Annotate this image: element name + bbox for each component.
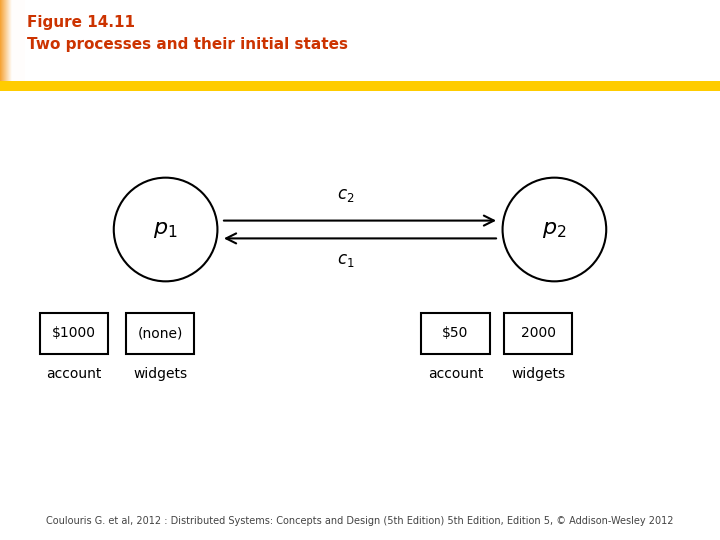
Bar	[9, 0, 22, 84]
Bar	[8, 0, 22, 84]
Bar	[1, 0, 14, 84]
Bar	[12, 0, 25, 84]
Ellipse shape	[503, 178, 606, 281]
Bar	[8, 0, 22, 84]
Bar	[0, 81, 720, 91]
Text: 2000: 2000	[521, 327, 556, 340]
Bar	[4, 0, 18, 84]
Text: Coulouris G. et al, 2012 : Distributed Systems: Concepts and Design (5th Edition: Coulouris G. et al, 2012 : Distributed S…	[46, 516, 674, 526]
Bar	[12, 0, 24, 84]
Bar	[421, 313, 490, 354]
Bar	[6, 0, 19, 84]
Bar	[1, 0, 14, 84]
Bar	[4, 0, 18, 84]
Bar	[8, 0, 22, 84]
Bar	[11, 0, 24, 84]
Bar	[4, 0, 17, 84]
Bar	[12, 0, 25, 84]
Bar	[126, 313, 194, 354]
Text: $c_1$: $c_1$	[337, 252, 354, 269]
Bar	[6, 0, 19, 84]
Text: widgets: widgets	[133, 367, 187, 381]
Bar	[11, 0, 24, 84]
Text: $50: $50	[442, 327, 469, 340]
Text: Figure 14.11: Figure 14.11	[27, 15, 135, 30]
Bar	[3, 0, 17, 84]
Bar	[1, 0, 14, 84]
Bar	[1, 0, 14, 84]
Text: $p_1$: $p_1$	[153, 219, 178, 240]
Bar	[6, 0, 19, 84]
Bar	[6, 0, 19, 84]
Text: account: account	[46, 367, 102, 381]
Bar	[1, 0, 15, 84]
Bar	[5, 0, 18, 84]
Bar	[504, 313, 572, 354]
Ellipse shape	[114, 178, 217, 281]
Bar	[10, 0, 24, 84]
Bar	[7, 0, 20, 84]
Bar	[1, 0, 15, 84]
Bar	[5, 0, 19, 84]
Bar	[10, 0, 24, 84]
Bar	[9, 0, 22, 84]
Bar	[1, 0, 15, 84]
Bar	[6, 0, 20, 84]
Bar	[8, 0, 21, 84]
Bar	[0, 0, 14, 84]
Bar	[9, 0, 22, 84]
Bar	[7, 0, 21, 84]
Bar	[6, 0, 20, 84]
Bar	[9, 0, 23, 84]
Bar	[2, 0, 16, 84]
Bar	[4, 0, 17, 84]
Text: $p_2$: $p_2$	[542, 219, 567, 240]
Bar	[4, 0, 17, 84]
Bar	[6, 0, 19, 84]
Bar	[9, 0, 23, 84]
Bar	[1, 0, 14, 84]
Text: widgets: widgets	[511, 367, 565, 381]
Bar	[3, 0, 16, 84]
Text: $c_2$: $c_2$	[337, 187, 354, 205]
Text: $1000: $1000	[52, 327, 96, 340]
Bar	[11, 0, 24, 84]
Bar	[2, 0, 16, 84]
Bar	[4, 0, 17, 84]
Bar	[3, 0, 17, 84]
Bar	[0, 0, 14, 84]
Bar	[6, 0, 20, 84]
Bar	[10, 0, 23, 84]
Bar	[12, 0, 24, 84]
Bar	[40, 313, 108, 354]
Bar	[7, 0, 21, 84]
Bar	[9, 0, 22, 84]
Text: Two processes and their initial states: Two processes and their initial states	[27, 37, 348, 52]
Text: (none): (none)	[138, 327, 183, 340]
Bar	[9, 0, 22, 84]
Bar	[5, 0, 19, 84]
Bar	[4, 0, 17, 84]
Bar	[2, 0, 15, 84]
Text: account: account	[428, 367, 483, 381]
Bar	[10, 0, 24, 84]
Bar	[3, 0, 17, 84]
